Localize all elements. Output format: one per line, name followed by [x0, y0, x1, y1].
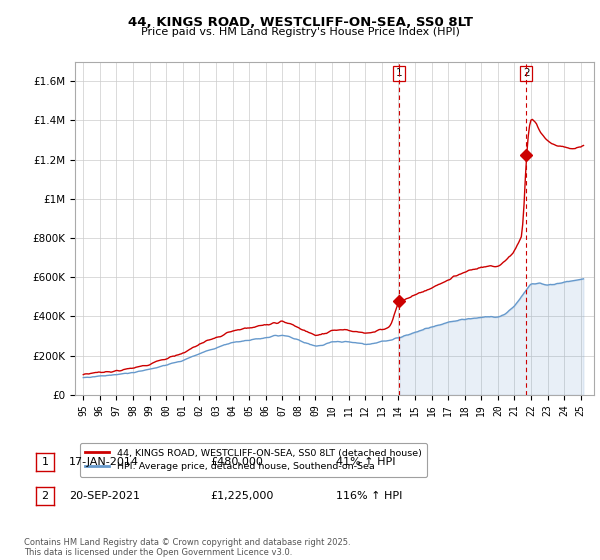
Text: 41% ↑ HPI: 41% ↑ HPI	[336, 457, 395, 467]
Text: Contains HM Land Registry data © Crown copyright and database right 2025.
This d: Contains HM Land Registry data © Crown c…	[24, 538, 350, 557]
Text: 20-SEP-2021: 20-SEP-2021	[69, 491, 140, 501]
Text: £1,225,000: £1,225,000	[210, 491, 274, 501]
Text: 17-JAN-2014: 17-JAN-2014	[69, 457, 139, 467]
Text: Price paid vs. HM Land Registry's House Price Index (HPI): Price paid vs. HM Land Registry's House …	[140, 27, 460, 37]
Text: 116% ↑ HPI: 116% ↑ HPI	[336, 491, 403, 501]
Text: 44, KINGS ROAD, WESTCLIFF-ON-SEA, SS0 8LT: 44, KINGS ROAD, WESTCLIFF-ON-SEA, SS0 8L…	[128, 16, 473, 29]
Text: 2: 2	[523, 68, 530, 78]
Text: £480,000: £480,000	[210, 457, 263, 467]
Legend: 44, KINGS ROAD, WESTCLIFF-ON-SEA, SS0 8LT (detached house), HPI: Average price, : 44, KINGS ROAD, WESTCLIFF-ON-SEA, SS0 8L…	[80, 443, 427, 477]
Text: 2: 2	[41, 491, 49, 501]
Text: 1: 1	[41, 457, 49, 467]
Text: 1: 1	[395, 68, 403, 78]
